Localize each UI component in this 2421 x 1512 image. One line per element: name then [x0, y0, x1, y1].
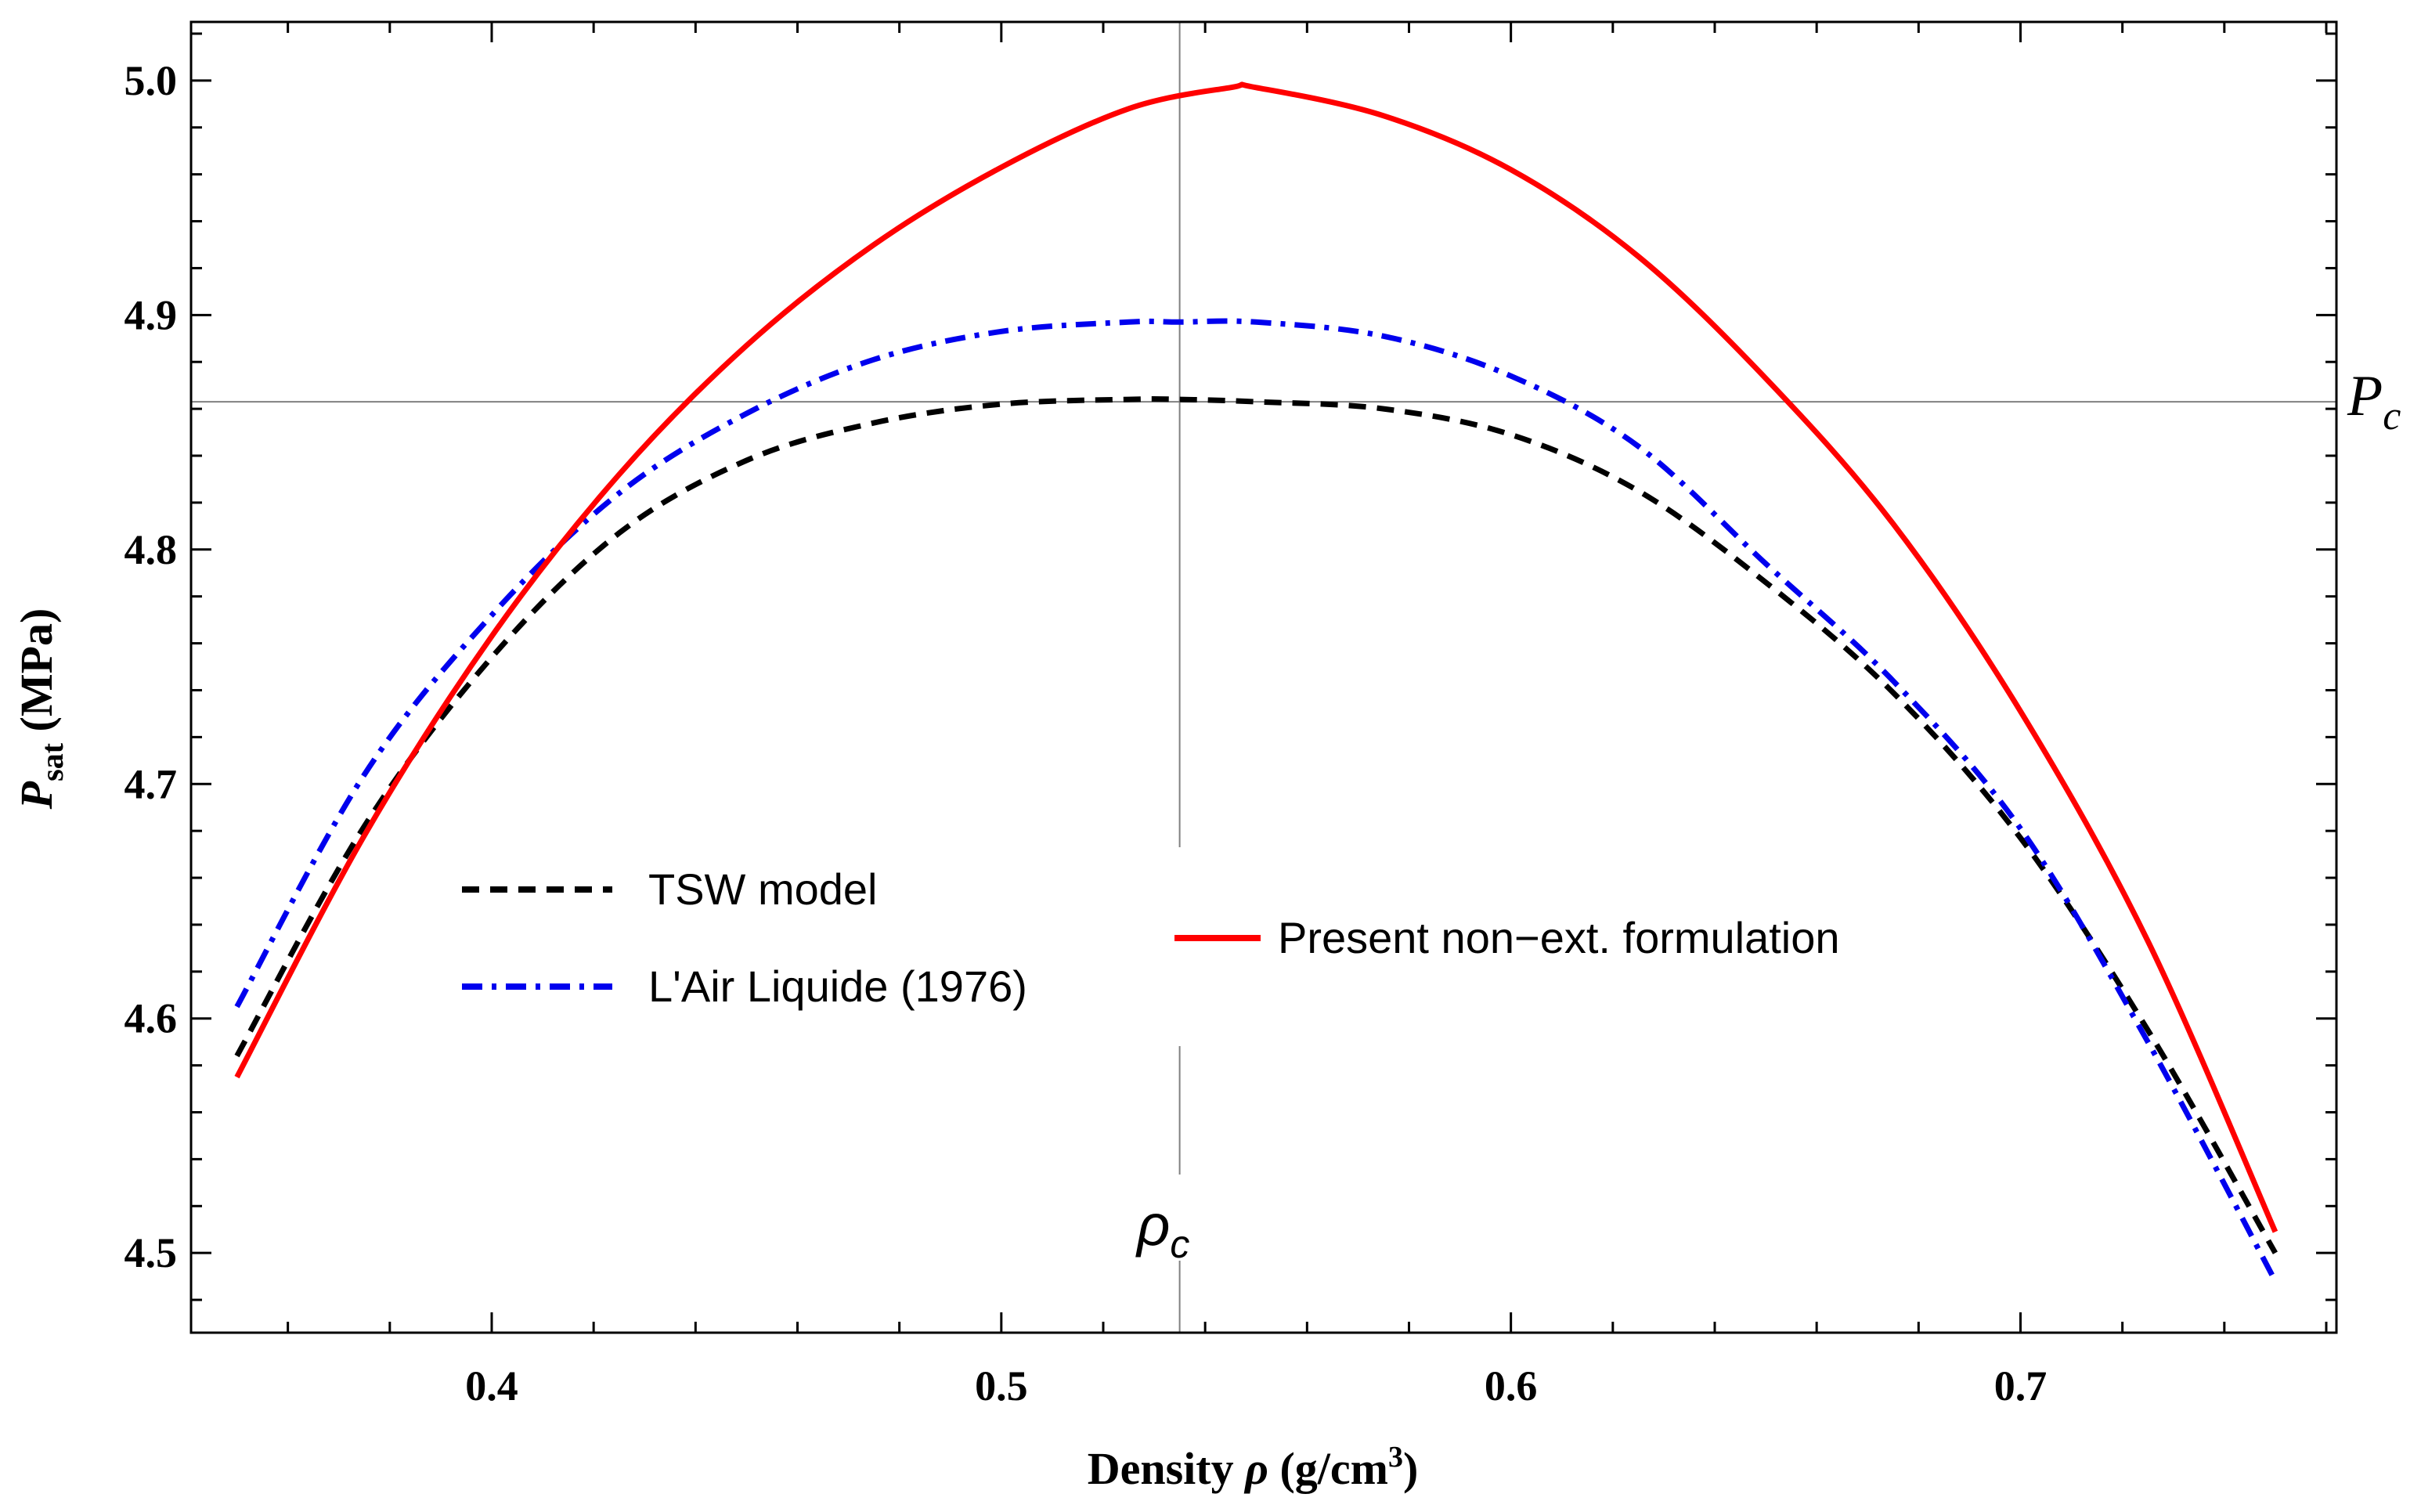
y-tick-label: 4.6: [124, 995, 178, 1042]
series-line-tsw: [234, 396, 2278, 1254]
pc-annotation: Pc: [2347, 364, 2401, 438]
legend-label-present: Present non−ext. formulation: [1278, 913, 1840, 962]
y-tick-labels: 4.5 4.6 4.7 4.8 4.9 5.0: [124, 57, 178, 1276]
plot-frame: [189, 20, 2338, 1334]
series-line-air-liquide: [234, 318, 2278, 1283]
y-tick-label: 4.9: [124, 291, 178, 338]
y-tick-label: 5.0: [124, 57, 178, 104]
x-tick-label: 0.7: [1994, 1362, 2048, 1409]
rho-c-annotation: ρc: [1135, 1193, 1189, 1266]
legend: TSW model L'Air Liquide (1976) Present n…: [462, 864, 1840, 1011]
x-tick-label: 0.4: [465, 1362, 518, 1409]
reference-lines: [191, 22, 2336, 1333]
y-axis-title: Psat (MPa): [11, 608, 70, 810]
y-tick-label: 4.7: [124, 760, 178, 807]
series-layer: [234, 81, 2278, 1283]
ticks-layer: [191, 22, 2336, 1333]
x-tick-label: 0.6: [1485, 1362, 1538, 1409]
x-tick-label: 0.5: [975, 1362, 1028, 1409]
y-tick-label: 4.5: [124, 1229, 178, 1276]
y-tick-label: 4.8: [124, 526, 178, 573]
legend-label-air: L'Air Liquide (1976): [648, 962, 1027, 1011]
x-axis-title: Density ρ (g/cm3): [1088, 1441, 1419, 1494]
x-tick-labels: 0.4 0.5 0.6 0.7: [465, 1362, 2047, 1409]
series-line-present: [234, 81, 2278, 1233]
legend-label-tsw: TSW model: [648, 864, 878, 914]
